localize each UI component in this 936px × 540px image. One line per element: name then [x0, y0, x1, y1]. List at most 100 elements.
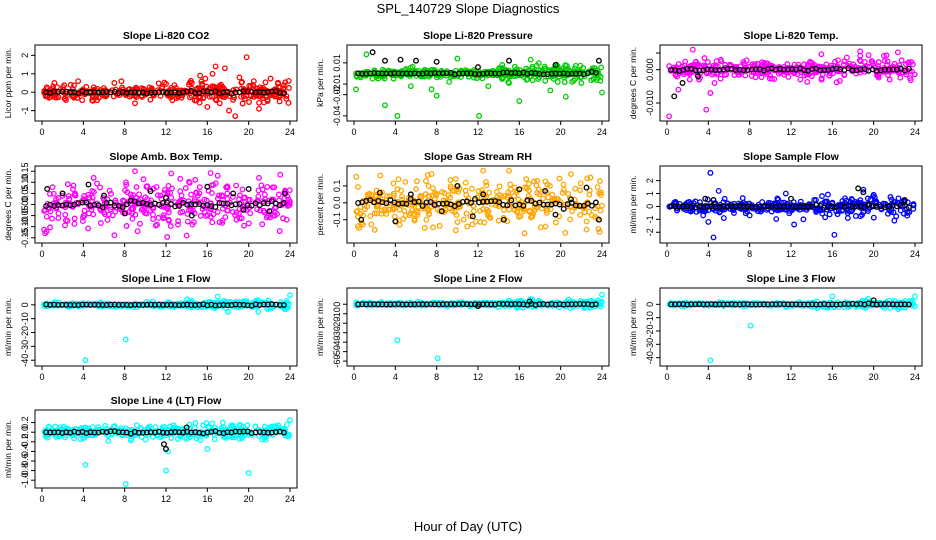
outlier-point — [394, 337, 401, 344]
x-tick-label: 4 — [706, 249, 711, 259]
x-tick-label: 24 — [910, 372, 920, 382]
x-tick-label: 0 — [351, 372, 356, 382]
data-point — [775, 196, 782, 203]
y-tick-label: -10 — [332, 307, 342, 320]
outlier-point — [42, 230, 49, 237]
data-point — [763, 206, 770, 213]
outlier-point — [163, 467, 169, 474]
x-tick-label: 20 — [244, 249, 254, 259]
y-tick-label: 2 — [20, 53, 30, 58]
data-point — [353, 73, 360, 80]
x-tick-label: 0 — [664, 372, 669, 382]
data-point — [285, 196, 292, 203]
data-point — [94, 97, 101, 104]
mean-outlier-point — [788, 195, 794, 202]
y-tick-label: -0.05 — [20, 205, 30, 226]
data-point — [908, 59, 915, 65]
outlier-point — [90, 174, 97, 181]
data-point — [241, 203, 248, 210]
data-point — [496, 183, 503, 190]
data-point — [277, 171, 284, 178]
data-point — [261, 191, 268, 198]
outlier-point — [236, 74, 243, 81]
data-point — [220, 433, 227, 440]
mean-outlier-point — [183, 424, 190, 431]
data-point — [281, 426, 288, 433]
data-point — [485, 208, 492, 215]
outlier-point — [434, 355, 441, 362]
x-tick-label: 12 — [786, 127, 796, 137]
outlier-point — [353, 86, 360, 93]
outlier-point — [870, 191, 877, 198]
mean-outlier-point — [552, 62, 559, 68]
data-point — [537, 224, 544, 231]
data-point — [85, 225, 92, 232]
mean-point — [119, 204, 126, 211]
data-point — [262, 79, 269, 86]
panel-title: Slope Gas Stream RH — [424, 151, 532, 163]
outlier-point — [689, 46, 696, 53]
data-point — [838, 207, 845, 214]
data-point — [577, 187, 584, 194]
data-point — [286, 431, 293, 438]
data-point — [111, 232, 118, 239]
mean-outlier-point — [59, 190, 66, 197]
data-point — [480, 206, 487, 213]
outlier-point — [221, 65, 228, 72]
data-point — [61, 82, 68, 89]
data-point — [71, 221, 78, 227]
y-tick-label: -60 — [332, 355, 342, 368]
outlier-point — [476, 112, 482, 119]
data-point — [890, 209, 897, 216]
data-point — [390, 190, 397, 197]
data-point — [275, 79, 282, 86]
data-point — [199, 80, 206, 87]
outlier-point — [216, 100, 223, 107]
data-point — [429, 192, 436, 199]
mean-outlier-point — [855, 185, 862, 192]
outlier-point — [51, 80, 58, 86]
data-point — [155, 80, 162, 87]
outlier-point — [707, 357, 714, 364]
data-point — [825, 304, 832, 311]
data-point — [369, 75, 376, 82]
data-point — [147, 96, 154, 103]
data-point — [773, 216, 780, 222]
x-tick-label: 20 — [556, 127, 566, 137]
data-point — [244, 422, 251, 429]
data-point — [261, 423, 268, 430]
data-point — [417, 193, 424, 199]
data-point — [873, 198, 880, 205]
y-tick-label: -30 — [645, 338, 655, 351]
data-point — [500, 206, 507, 213]
data-point — [239, 100, 246, 107]
data-point — [861, 58, 868, 65]
mean-outlier-point — [860, 189, 867, 196]
mean-outlier-point — [671, 93, 678, 100]
y-tick-label: 0.01 — [332, 54, 342, 72]
data-point — [167, 189, 173, 196]
data-point — [187, 94, 193, 101]
outlier-point — [287, 417, 293, 424]
data-point — [559, 189, 566, 196]
data-point — [572, 185, 579, 192]
outlier-point — [578, 80, 585, 86]
data-point — [509, 203, 516, 210]
mean-outlier-point — [413, 57, 419, 64]
outlier-point — [219, 419, 226, 426]
data-point — [897, 74, 904, 81]
data-point — [380, 73, 386, 80]
mean-outlier-point — [230, 190, 237, 197]
mean-outlier-point — [583, 184, 590, 191]
data-point — [353, 208, 360, 215]
outlier-point — [521, 230, 528, 237]
outlier-point — [746, 212, 753, 219]
data-point — [128, 194, 135, 201]
data-point — [200, 94, 207, 101]
mean-point — [588, 202, 595, 209]
x-tick-label: 24 — [910, 249, 920, 259]
x-tick-label: 8 — [122, 249, 127, 259]
x-tick-label: 0 — [39, 249, 44, 259]
outlier-point — [122, 481, 129, 487]
